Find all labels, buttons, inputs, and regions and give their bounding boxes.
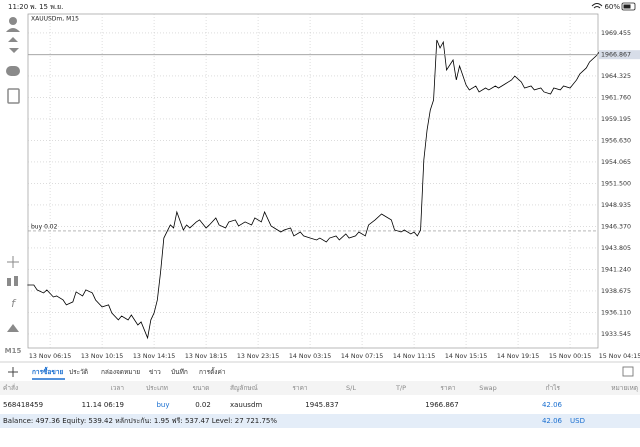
tab[interactable]: การตั้งค่า <box>199 367 226 376</box>
table-cell: buy <box>156 401 169 409</box>
table-header-bg <box>0 381 640 395</box>
table-header-cell: สัญลักษณ์ <box>230 384 258 392</box>
battery-icon <box>621 2 636 11</box>
y-tick-label: 1941.240 <box>601 266 631 273</box>
tab[interactable]: กล่องจดหมาย <box>101 368 140 376</box>
order-line-label: buy 0.02 <box>31 223 58 230</box>
table-header-cell: หมายเหตุ <box>611 384 638 392</box>
balance-currency: USD <box>570 417 585 425</box>
y-tick-label: 1954.065 <box>601 159 631 166</box>
layout-button[interactable] <box>622 366 634 377</box>
table-header-cell: ประเภท <box>146 384 168 392</box>
price-line <box>27 39 600 340</box>
table-cell: 0.02 <box>195 401 211 409</box>
x-tick-label: 14 Nov 11:15 <box>393 353 435 360</box>
bid-label: 1966.867 <box>601 52 631 59</box>
table-cell: 1966.867 <box>425 401 458 409</box>
status-battery: 60% <box>604 3 620 11</box>
left-toolbar: f <box>6 17 20 332</box>
balance-profit: 42.06 <box>542 417 563 425</box>
tab[interactable]: การซื้อขาย <box>32 366 63 376</box>
tab[interactable]: ข่าว <box>149 368 161 376</box>
x-tick-label: 13 Nov 14:15 <box>133 353 175 360</box>
x-tick-label: 13 Nov 06:15 <box>29 353 71 360</box>
status-date: พ. 15 พ.ย. <box>30 3 63 11</box>
x-tick-label: 14 Nov 19:15 <box>497 353 539 360</box>
y-tick-label: 1956.630 <box>601 137 631 144</box>
table-cell: 42.06 <box>542 401 563 409</box>
tab[interactable]: บันทึก <box>171 368 188 376</box>
y-tick-label: 1964.325 <box>601 73 631 80</box>
table-cell: xauusdm <box>230 401 262 409</box>
chart-title: XAUUSDm, M15 <box>31 16 79 23</box>
y-tick-label: 1948.935 <box>601 202 631 209</box>
indicator-icon[interactable]: f <box>11 297 17 310</box>
y-tick-label: 1943.805 <box>601 245 631 252</box>
bid-label-bg <box>599 50 640 60</box>
table-cell: 11.14 06:19 <box>82 401 124 409</box>
y-tick-label: 1969.455 <box>601 30 631 37</box>
table-header-cell: Swap <box>479 384 497 392</box>
x-tick-label: 14 Nov 15:15 <box>445 353 487 360</box>
y-tick-label: 1959.195 <box>601 116 631 123</box>
new-doc-icon[interactable] <box>7 88 20 104</box>
x-tick-label: 15 Nov 04:15 <box>599 353 640 360</box>
x-tick-label: 13 Nov 23:15 <box>237 353 279 360</box>
account-icon[interactable] <box>9 17 17 25</box>
x-tick-label: 13 Nov 10:15 <box>81 353 123 360</box>
tabs: การซื้อขาย ประวัติ กล่องจดหมาย ข่าว บันทึก กา… <box>32 366 226 380</box>
x-tick-label: 15 Nov 00:15 <box>549 353 591 360</box>
battery-level <box>623 4 631 9</box>
balance-bg <box>0 414 640 428</box>
table-header-cell: กำไร <box>546 384 561 392</box>
balance-summary: Balance: 497.36 Equity: 539.42 หลักประกั… <box>3 417 277 425</box>
table-header-cell: คำสั่ง <box>3 383 18 392</box>
plot-frame <box>27 13 599 349</box>
table-header-cell: ราคา <box>292 384 307 392</box>
timeframe-button[interactable]: M15 <box>5 347 22 355</box>
trade-icon[interactable] <box>8 37 19 53</box>
status-time: 11:20 <box>8 3 28 11</box>
table-header-cell: ขนาด <box>193 384 210 392</box>
x-tick-label: 14 Nov 07:15 <box>341 353 383 360</box>
chart-layer: 1969.455 1964.325 1961.760 1959.195 1956.630… <box>27 14 640 360</box>
add-button[interactable] <box>8 367 18 377</box>
candles-icon[interactable] <box>7 278 11 286</box>
y-tick-label: 1933.545 <box>601 331 631 338</box>
table-header-cell: เวลา <box>110 384 124 392</box>
y-tick-label: 1936.110 <box>601 309 631 316</box>
x-tick-label: 13 Nov 18:15 <box>185 353 227 360</box>
candles-icon-2 <box>14 276 18 286</box>
wifi-icon <box>591 3 603 9</box>
positions-table: คำสั่ง เวลา ประเภท ขนาด สัญลักษณ์ ราคา S/L T/P ร… <box>3 383 638 409</box>
chat-icon[interactable] <box>6 66 20 76</box>
tab[interactable]: ประวัติ <box>69 368 88 376</box>
table-cell: 1945.837 <box>305 401 338 409</box>
table-header-cell: S/L <box>346 384 356 392</box>
y-tick-label: 1951.500 <box>601 180 631 187</box>
y-tick-label: 1961.760 <box>601 94 631 101</box>
x-tick-label: 14 Nov 03:15 <box>289 353 331 360</box>
objects-icon[interactable] <box>7 324 19 332</box>
crosshair-icon[interactable] <box>7 256 19 268</box>
account-icon-body <box>6 28 20 32</box>
table-header-cell: T/P <box>395 384 406 392</box>
table-header-cell: ราคา <box>440 384 455 392</box>
y-tick-label: 1946.370 <box>601 223 631 230</box>
y-tick-label: 1938.675 <box>601 288 631 295</box>
table-cell: 568418459 <box>3 401 43 409</box>
